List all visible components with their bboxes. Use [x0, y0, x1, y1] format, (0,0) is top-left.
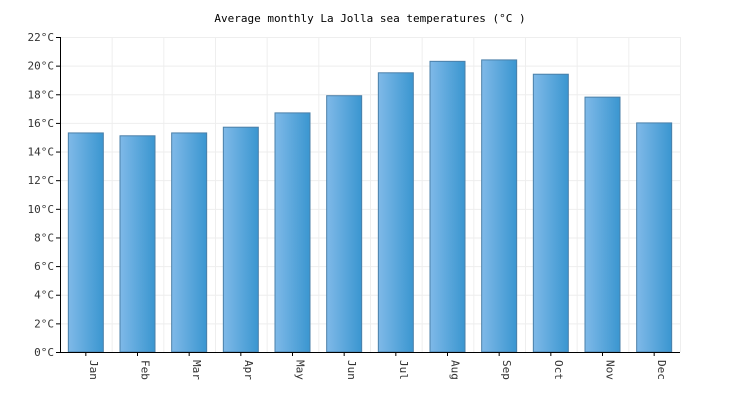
- y-tick-label: 22°C: [28, 31, 55, 44]
- x-tick-label: Dec: [655, 360, 668, 380]
- y-tick-label: 10°C: [28, 203, 55, 216]
- y-tick-label: 16°C: [28, 117, 55, 130]
- y-tick-label: 14°C: [28, 146, 55, 159]
- bar-aug[interactable]: [429, 60, 466, 353]
- x-tick-label: Nov: [604, 360, 617, 380]
- y-tick-label: 18°C: [28, 88, 55, 101]
- x-tick-label: Jul: [397, 360, 410, 380]
- bar-apr[interactable]: [222, 126, 259, 353]
- y-tick-label: 0°C: [34, 346, 54, 359]
- x-tick-label: Jan: [87, 360, 100, 380]
- bar-jan[interactable]: [67, 132, 104, 353]
- y-tick-label: 12°C: [28, 174, 55, 187]
- bar-sep[interactable]: [481, 59, 518, 353]
- y-tick-label: 2°C: [34, 317, 54, 330]
- bars: [67, 59, 673, 353]
- bar-nov[interactable]: [584, 96, 621, 353]
- x-tick-label: Jun: [345, 360, 358, 380]
- y-tick-label: 4°C: [34, 289, 54, 302]
- x-axis-ticks: Jan Feb Mar Apr May Jun Jul Aug Sep Oct Nov Dec: [85, 352, 668, 380]
- y-tick-label: 20°C: [28, 60, 55, 73]
- y-tick-label: 8°C: [34, 231, 54, 244]
- bar-jun[interactable]: [326, 95, 363, 353]
- x-tick-label: Apr: [242, 360, 255, 380]
- bar-jul[interactable]: [377, 72, 414, 353]
- y-axis-ticks: 0°C 2°C 4°C 6°C 8°C 10°C 12°C 14°C 16°C 18°C 20°C 2…: [28, 31, 60, 359]
- x-tick-label: Sep: [500, 360, 513, 380]
- bar-feb[interactable]: [119, 135, 156, 353]
- x-tick-label: Oct: [552, 360, 565, 380]
- bar-mar[interactable]: [171, 132, 208, 353]
- x-tick-label: Feb: [139, 360, 152, 380]
- x-tick-label: May: [294, 360, 307, 380]
- x-tick-label: Aug: [449, 360, 462, 380]
- bar-oct[interactable]: [532, 73, 569, 353]
- y-tick-label: 6°C: [34, 260, 54, 273]
- bar-may[interactable]: [274, 112, 311, 353]
- bar-dec[interactable]: [636, 122, 673, 353]
- x-tick-label: Mar: [190, 360, 203, 380]
- chart-title: Average monthly La Jolla sea temperature…: [214, 12, 525, 25]
